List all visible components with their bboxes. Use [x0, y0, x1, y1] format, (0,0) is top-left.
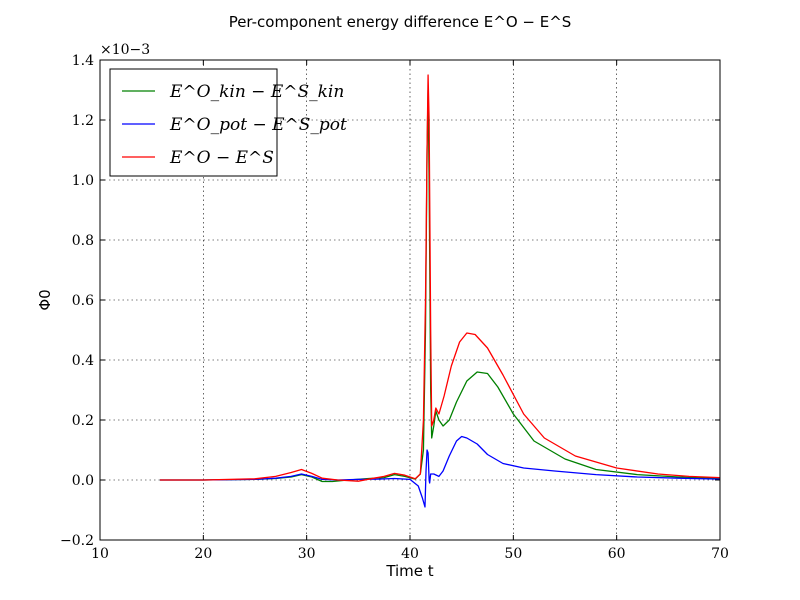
y-scale-factor: ×10−3 [100, 42, 150, 58]
legend-box [109, 68, 278, 177]
series-line-2 [159, 435, 721, 508]
x-tick-label: 40 [401, 546, 419, 562]
y-tick-label: 1.2 [72, 113, 94, 129]
legend-label-2: E^O_pot − E^S_pot [169, 115, 347, 135]
grid [100, 60, 720, 540]
legend: E^O_kin − E^S_kin E^O_pot − E^S_pot E^O − … [109, 68, 347, 177]
x-tick-label: 30 [298, 546, 316, 562]
series-line-3 [159, 74, 721, 482]
series-layer [159, 74, 721, 508]
y-tick-label: 1.4 [72, 53, 94, 69]
legend-label-1: E^O_kin − E^S_kin [169, 82, 344, 102]
y-axis-label: Φ0 [36, 289, 54, 310]
tick-labels: 10 20 30 40 50 60 70 −0.2 0.0 0.2 0.4 0.6 0.8 1.0 1.2 1… [60, 53, 729, 562]
y-tick-label: 0.8 [72, 233, 94, 249]
x-tick-label: 20 [194, 546, 212, 562]
chart-title-text: Per-component energy difference E^O − E^… [229, 13, 572, 31]
legend-label-3: E^O − E^S [169, 148, 274, 168]
x-tick-label: 60 [608, 546, 626, 562]
y-tick-label: −0.2 [60, 533, 94, 549]
ticks [99, 59, 721, 541]
x-tick-label: 70 [711, 546, 729, 562]
y-tick-label: 0.6 [72, 293, 94, 309]
y-tick-label: 0.2 [72, 413, 94, 429]
x-tick-label: 10 [91, 546, 109, 562]
y-tick-label: 0.4 [72, 353, 94, 369]
y-tick-label: 1.0 [72, 173, 94, 189]
chart-title: Per-component energy difference E^O − E^… [229, 13, 572, 31]
x-tick-label: 50 [504, 546, 522, 562]
y-tick-label: 0.0 [72, 473, 94, 489]
x-axis-label: Time t [385, 562, 433, 580]
